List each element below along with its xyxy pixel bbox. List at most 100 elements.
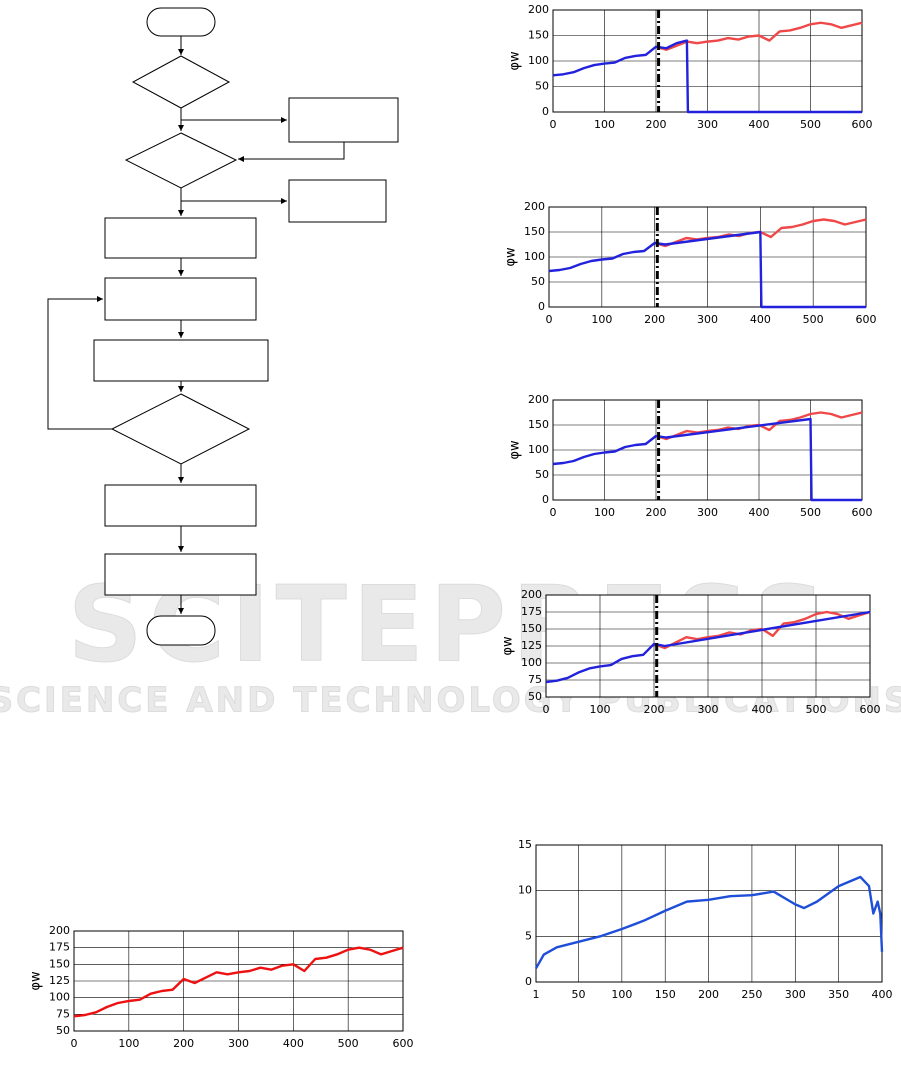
x-tick-label: 0 [546, 313, 553, 326]
y-tick-label: 100 [524, 250, 545, 263]
process [104, 553, 257, 596]
x-tick-label: 400 [749, 506, 770, 519]
process [104, 277, 257, 321]
x-tick-label: 200 [646, 118, 667, 131]
x-tick-label: 600 [856, 313, 877, 326]
y-tick-label: 150 [521, 622, 542, 635]
x-tick-label: 200 [644, 313, 665, 326]
x-tick-label: 200 [646, 506, 667, 519]
x-tick-label: 0 [550, 506, 557, 519]
series-line [534, 875, 884, 969]
flowchart [47, 7, 399, 646]
series-line [552, 417, 862, 502]
x-tick-label: 200 [173, 1037, 194, 1050]
y-tick-label: 0 [542, 105, 549, 118]
y-axis-label: φw [508, 51, 523, 71]
x-tick-label: 0 [543, 703, 550, 716]
process [93, 339, 269, 382]
y-tick-label: 150 [528, 418, 549, 431]
x-tick-label: 500 [338, 1037, 359, 1050]
y-tick-label: 175 [49, 941, 70, 954]
x-tick-label: 200 [644, 703, 665, 716]
y-tick-label: 100 [521, 656, 542, 669]
series-line [552, 39, 862, 114]
terminal [146, 615, 216, 646]
y-tick-label: 100 [528, 54, 549, 67]
y-tick-label: 50 [535, 468, 549, 481]
y-axis-label: φw [501, 636, 516, 656]
x-tick-label: 400 [752, 703, 773, 716]
x-tick-label: 250 [741, 988, 762, 1001]
y-tick-label: 0 [525, 975, 532, 988]
x-tick-label: 600 [860, 703, 881, 716]
y-tick-label: 125 [49, 974, 70, 987]
y-tick-label: 75 [56, 1007, 70, 1020]
x-tick-label: 0 [71, 1037, 78, 1050]
x-tick-label: 500 [806, 703, 827, 716]
process [104, 484, 257, 527]
x-tick-label: 500 [800, 118, 821, 131]
y-axis-label: φw [508, 440, 523, 460]
process [288, 97, 399, 143]
x-tick-label: 400 [749, 118, 770, 131]
y-tick-label: 150 [528, 29, 549, 42]
process [288, 179, 387, 223]
y-tick-label: 100 [528, 443, 549, 456]
x-tick-label: 100 [594, 118, 615, 131]
x-tick-label: 500 [803, 313, 824, 326]
y-tick-label: 100 [49, 991, 70, 1004]
decision [110, 393, 251, 465]
y-tick-label: 0 [538, 300, 545, 313]
series-line [548, 230, 866, 309]
arrow [47, 296, 112, 430]
y-tick-label: 200 [524, 200, 545, 213]
x-tick-label: 0 [550, 118, 557, 131]
x-tick-label: 600 [852, 118, 873, 131]
x-tick-label: 300 [697, 118, 718, 131]
x-tick-label: 350 [828, 988, 849, 1001]
decision [124, 132, 238, 189]
x-tick-label: 300 [697, 313, 718, 326]
x-tick-label: 300 [228, 1037, 249, 1050]
y-tick-label: 150 [49, 957, 70, 970]
y-axis-label: φw [29, 971, 44, 991]
process [104, 217, 257, 259]
y-tick-label: 125 [521, 639, 542, 652]
y-tick-label: 5 [525, 929, 532, 942]
x-tick-label: 100 [590, 703, 611, 716]
x-tick-label: 400 [283, 1037, 304, 1050]
x-tick-label: 100 [591, 313, 612, 326]
y-tick-label: 50 [531, 275, 545, 288]
y-tick-label: 0 [542, 493, 549, 506]
x-tick-label: 150 [655, 988, 676, 1001]
x-tick-label: 200 [698, 988, 719, 1001]
x-tick-label: 500 [800, 506, 821, 519]
x-tick-label: 300 [698, 703, 719, 716]
x-tick-label: 100 [611, 988, 632, 1001]
y-tick-label: 50 [528, 690, 542, 703]
decision [131, 55, 231, 109]
x-tick-label: 100 [118, 1037, 139, 1050]
arrow [238, 142, 345, 162]
y-tick-label: 75 [528, 673, 542, 686]
y-tick-label: 50 [56, 1024, 70, 1037]
plot-area [535, 844, 883, 983]
series-line [655, 21, 863, 51]
terminal [146, 7, 216, 37]
y-tick-label: 15 [518, 838, 532, 851]
x-tick-label: 400 [872, 988, 893, 1001]
x-tick-label: 600 [852, 506, 873, 519]
y-tick-label: 200 [521, 588, 542, 601]
y-tick-label: 200 [528, 393, 549, 406]
y-axis-label: φw [504, 247, 519, 267]
x-tick-label: 400 [750, 313, 771, 326]
series-line [545, 610, 871, 684]
x-tick-label: 100 [594, 506, 615, 519]
x-tick-label: 50 [571, 988, 585, 1001]
x-tick-label: 300 [697, 506, 718, 519]
y-tick-label: 50 [535, 80, 549, 93]
series-line [73, 946, 404, 1018]
y-tick-label: 10 [518, 884, 532, 897]
y-tick-label: 150 [524, 225, 545, 238]
y-tick-label: 200 [528, 3, 549, 16]
